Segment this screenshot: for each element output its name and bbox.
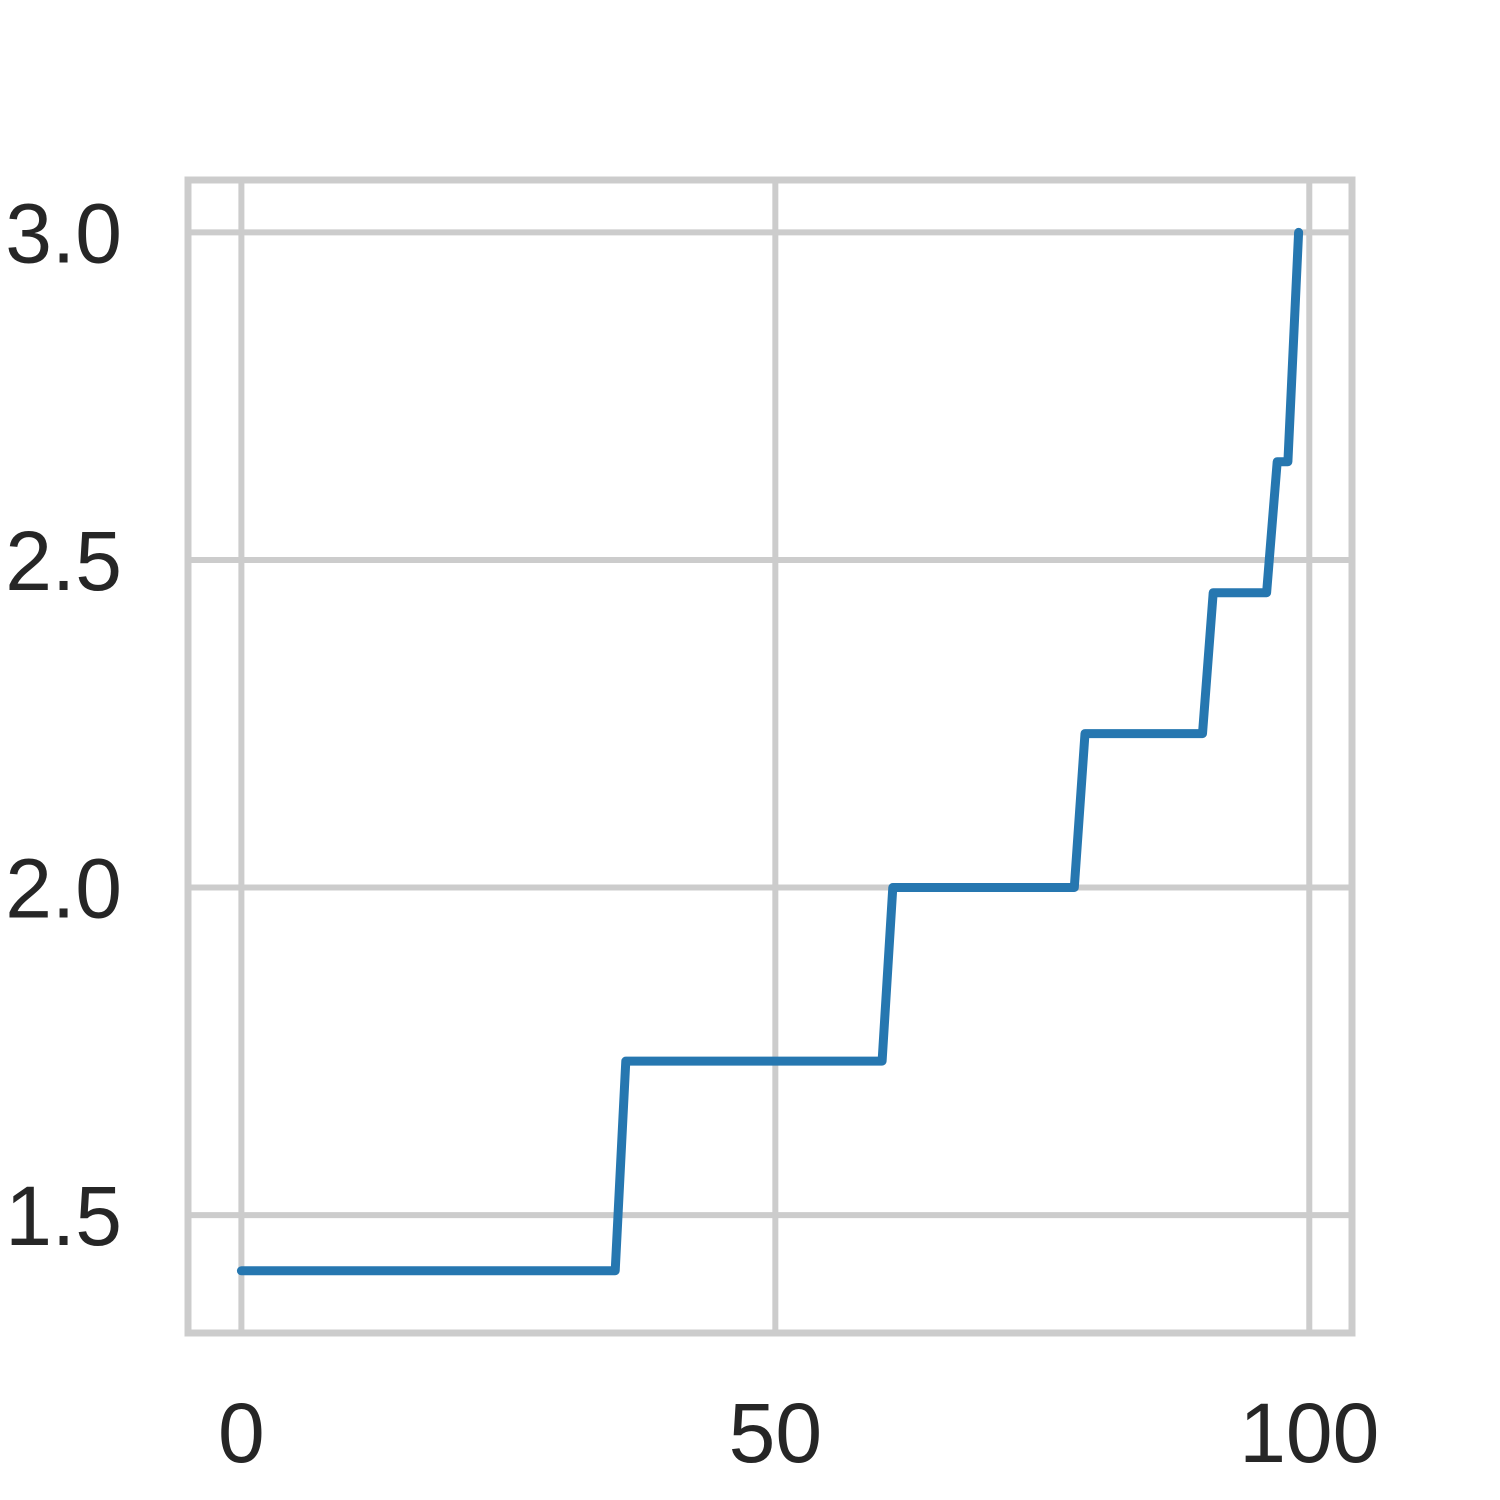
y-gridlines [188, 229, 1352, 1219]
series-layer [236, 227, 1304, 1276]
x-tick-label: 100 [1239, 1386, 1379, 1480]
series-line-0 [236, 227, 1304, 1276]
y-tick-label: 2.0 [5, 842, 122, 936]
y-tick-labels: 1.5 2.0 2.5 3.0 [5, 186, 122, 1263]
x-gridlines [238, 180, 1313, 1333]
x-tick-label: 50 [729, 1386, 822, 1480]
x-tick-labels: 0 50 100 [218, 1386, 1379, 1480]
y-tick-label: 2.5 [5, 514, 122, 608]
y-tick-label: 1.5 [5, 1169, 122, 1263]
y-tick-label: 3.0 [5, 186, 122, 280]
plot-frame [184, 176, 1356, 1337]
x-tick-label: 0 [218, 1386, 265, 1480]
